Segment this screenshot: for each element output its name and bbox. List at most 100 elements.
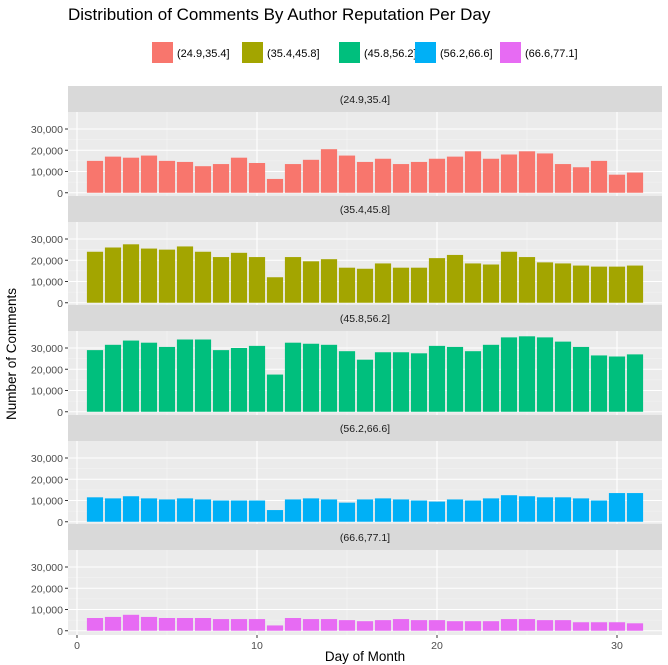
bar: [500, 619, 518, 631]
bar: [194, 499, 212, 522]
facet-strip-label: (56.2,66.6]: [340, 423, 390, 435]
bar: [572, 622, 590, 631]
bar: [446, 346, 464, 412]
legend-swatch: [152, 42, 173, 63]
bar: [248, 619, 266, 631]
x-tick-label: 30: [611, 640, 623, 652]
bar: [284, 164, 302, 193]
y-tick-label: 0: [57, 188, 63, 200]
bar: [248, 257, 266, 303]
bar: [158, 249, 176, 303]
legend-item: (66.6,77.1]: [500, 42, 578, 63]
bar: [194, 618, 212, 631]
bar: [356, 359, 374, 412]
bar: [104, 616, 122, 631]
bar: [122, 244, 140, 303]
y-axis-title: Number of Comments: [4, 288, 19, 420]
legend-swatch: [242, 42, 263, 63]
bar: [500, 251, 518, 303]
y-tick-label: 20,000: [31, 145, 63, 157]
bar: [626, 265, 644, 303]
facet-strip-label: (24.9,35.4]: [340, 94, 390, 106]
bar: [194, 166, 212, 193]
x-axis-title: Day of Month: [325, 649, 405, 664]
bar: [392, 267, 410, 303]
bar: [446, 621, 464, 631]
bar: [284, 342, 302, 412]
bar: [158, 499, 176, 522]
bar: [482, 621, 500, 631]
bar: [410, 161, 428, 193]
bar: [230, 619, 248, 631]
y-tick-label: 10,000: [31, 386, 63, 398]
bar: [608, 266, 626, 303]
legend-label: (56.2,66.6]: [440, 48, 493, 60]
bar: [140, 248, 158, 303]
bar: [446, 156, 464, 193]
facet-panel: (56.2,66.6] 0 10,000 20,000 30,000: [31, 415, 662, 529]
facet-strip: [68, 196, 662, 222]
bar: [194, 251, 212, 303]
bar: [536, 497, 554, 522]
bar: [518, 257, 536, 303]
bar: [266, 374, 284, 412]
y-tick-label: 30,000: [31, 234, 63, 246]
bar: [554, 341, 572, 412]
bar: [554, 263, 572, 303]
bar: [590, 355, 608, 412]
bar: [608, 356, 626, 412]
bar: [356, 621, 374, 631]
bar: [410, 500, 428, 522]
bar: [86, 497, 104, 522]
bar: [428, 345, 446, 412]
bar: [248, 345, 266, 412]
bar: [230, 348, 248, 412]
facet-panel: (66.6,77.1] 0 10,000 20,000 30,000: [31, 524, 662, 638]
x-axis: 0 10 20 30: [74, 635, 623, 652]
bar: [320, 149, 338, 193]
bar: [122, 340, 140, 412]
bar: [482, 344, 500, 412]
bar: [572, 265, 590, 303]
legend-item: (45.8,56.2]: [339, 42, 417, 63]
bar: [374, 498, 392, 522]
bar: [338, 155, 356, 193]
bar: [374, 620, 392, 631]
bar: [536, 620, 554, 631]
bar: [464, 621, 482, 631]
bar: [392, 164, 410, 193]
bar: [302, 159, 320, 193]
bar: [572, 346, 590, 412]
x-tick-label: 20: [431, 640, 443, 652]
bar: [608, 174, 626, 193]
bar: [428, 501, 446, 522]
bar: [230, 252, 248, 303]
bar: [410, 620, 428, 631]
bar: [482, 498, 500, 522]
bar: [104, 344, 122, 412]
bar: [410, 267, 428, 303]
legend-swatch: [500, 42, 521, 63]
bar: [284, 499, 302, 522]
y-tick-label: 30,000: [31, 453, 63, 465]
bar: [266, 178, 284, 193]
bar: [248, 163, 266, 193]
bar: [104, 156, 122, 193]
bar: [320, 619, 338, 631]
bar: [266, 510, 284, 522]
bar: [122, 157, 140, 193]
x-tick-label: 10: [251, 640, 263, 652]
bar: [500, 495, 518, 522]
facet-strip-label: (45.8,56.2]: [340, 313, 390, 325]
bar: [392, 352, 410, 412]
legend-item: (24.9,35.4]: [152, 42, 230, 63]
y-tick-label: 10,000: [31, 605, 63, 617]
bar: [338, 620, 356, 631]
y-tick-label: 0: [57, 407, 63, 419]
bar: [446, 254, 464, 303]
bar: [356, 268, 374, 303]
legend-label: (45.8,56.2]: [364, 48, 417, 60]
y-tick-label: 30,000: [31, 343, 63, 355]
bar: [176, 339, 194, 412]
bar: [230, 500, 248, 522]
